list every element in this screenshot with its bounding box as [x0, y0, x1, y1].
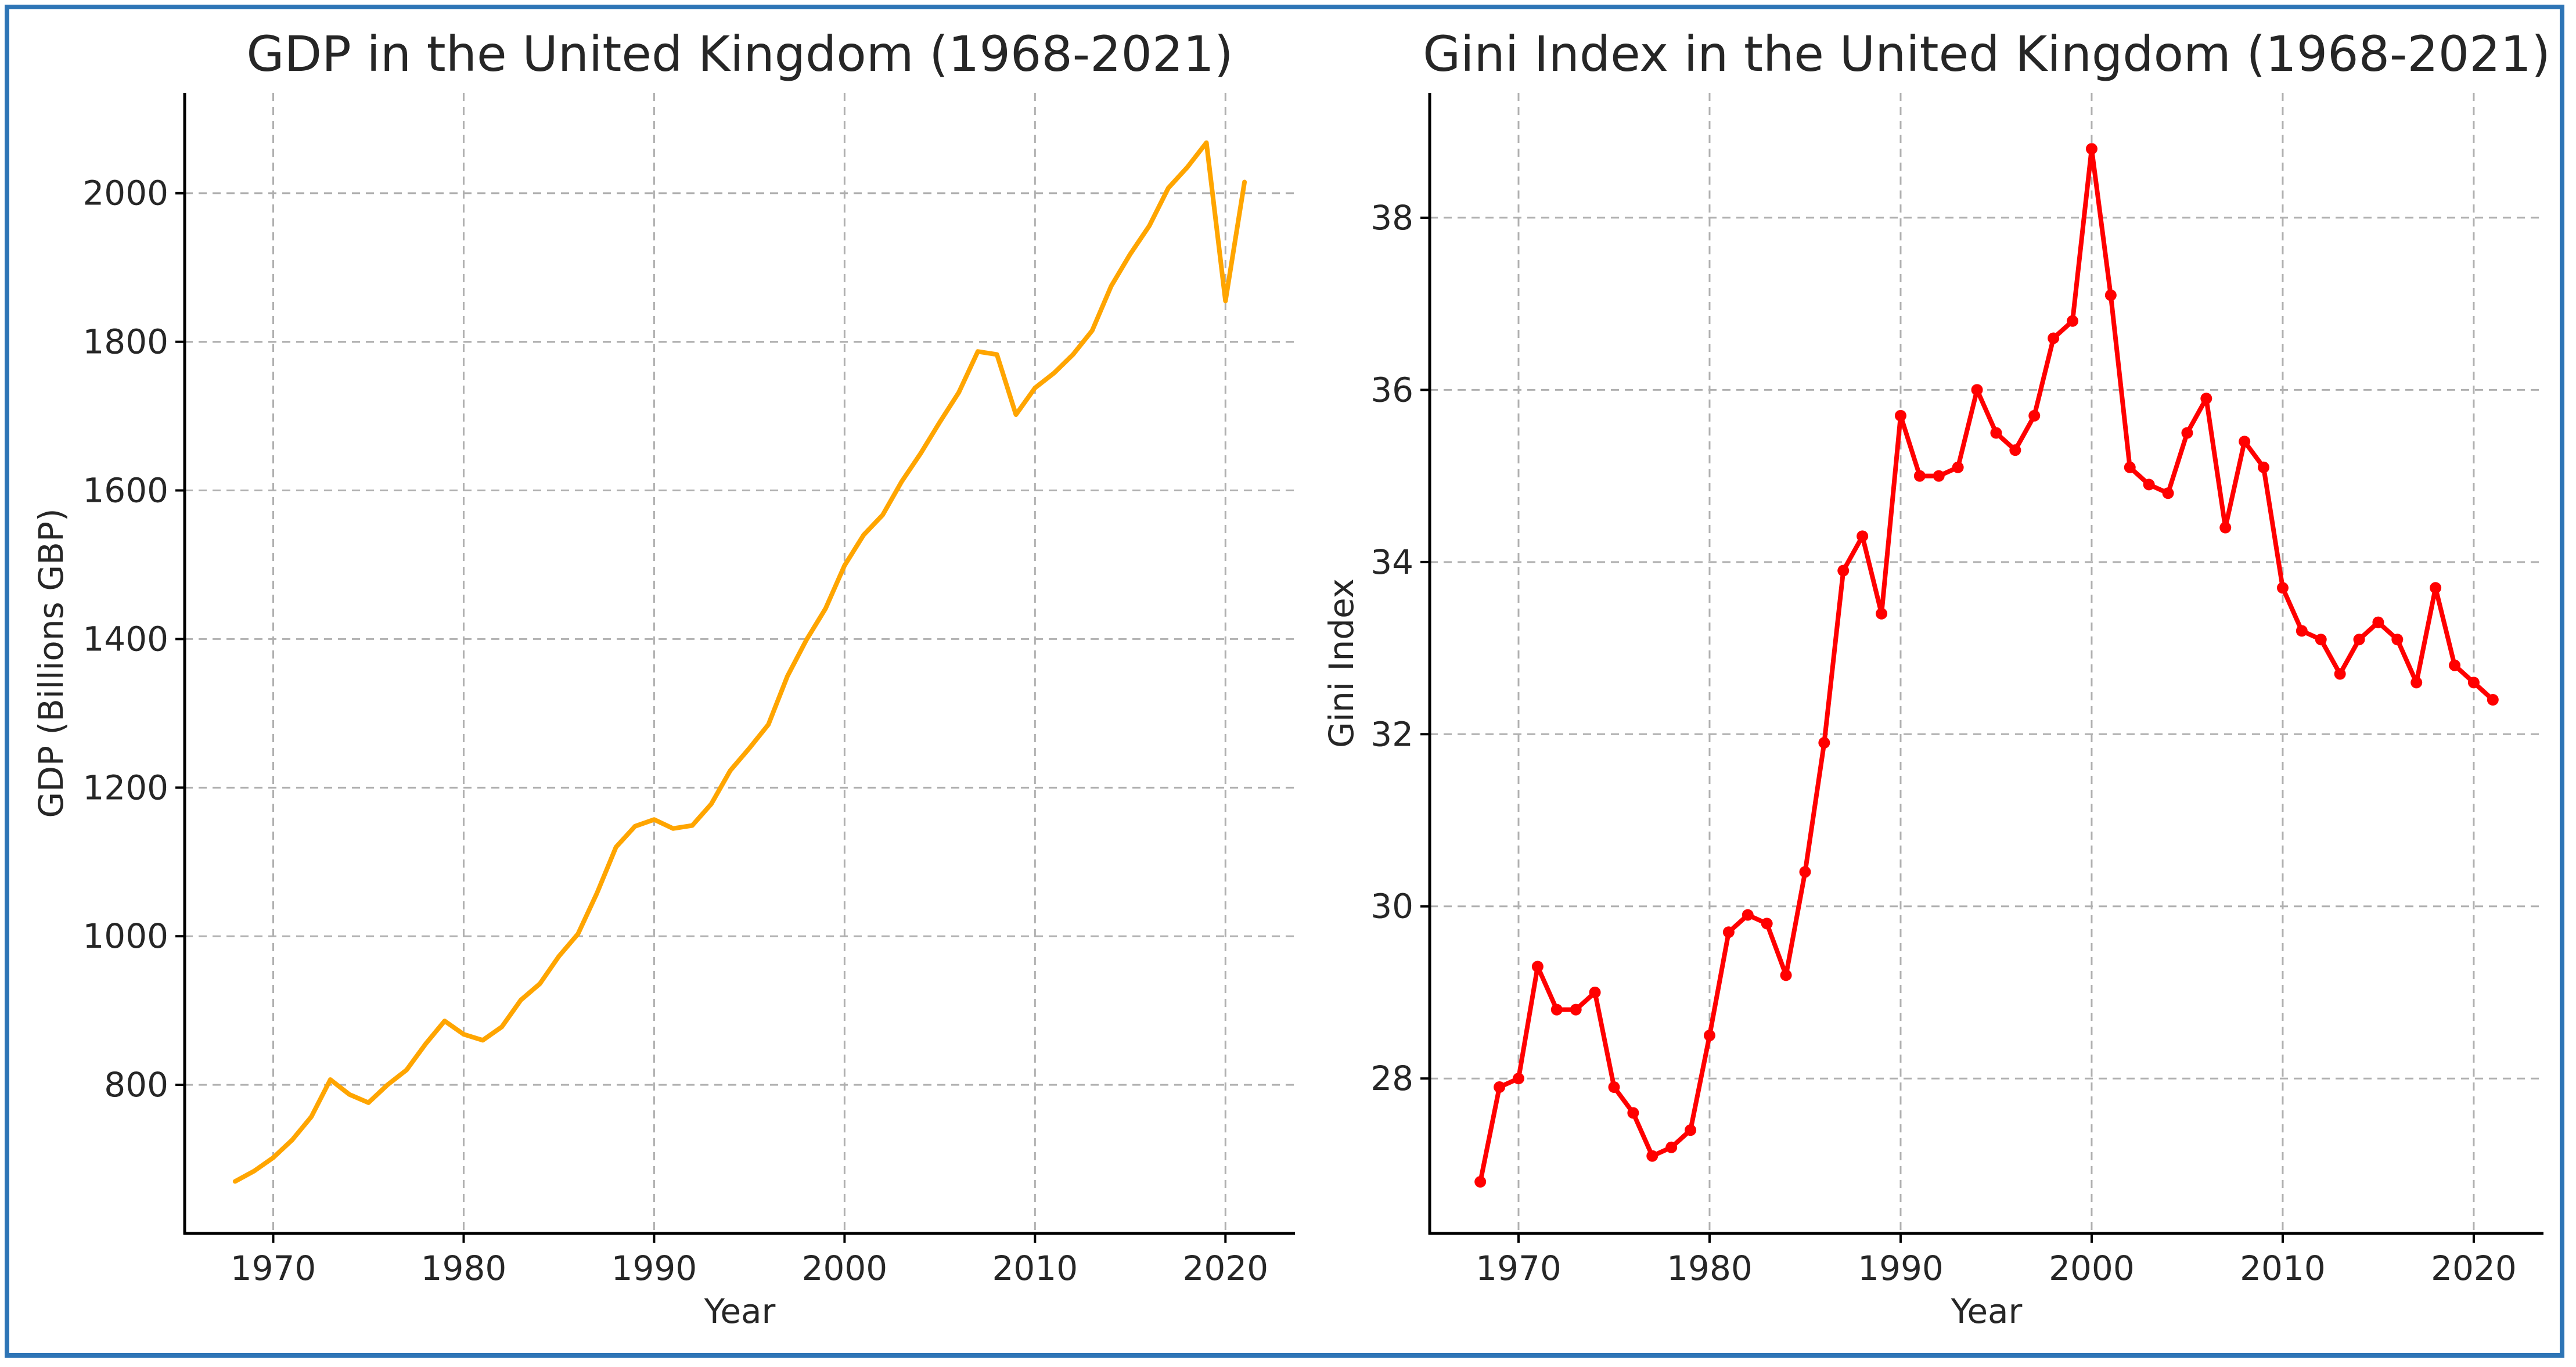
gdp-chart-title: GDP in the United Kingdom (1968-2021): [246, 26, 1233, 82]
figure-frame: [5, 5, 2564, 1358]
gini-data-point: [2162, 487, 2174, 499]
gini-x-tick-label: 1990: [1858, 1249, 1944, 1288]
gini-chart: 1970 1980 1990 2000 2010 2020 28 30 32 34 36 38 Gini…: [1322, 26, 2550, 1331]
gini-y-tick-label: 34: [1370, 542, 1413, 582]
gini-data-point: [1703, 1030, 1715, 1042]
gini-data-point: [1494, 1081, 1506, 1093]
gdp-x-tick-label: 1980: [421, 1249, 507, 1288]
gdp-y-tick-label: 1800: [82, 322, 168, 362]
gini-data-point: [1531, 961, 1544, 973]
gini-data-point: [1589, 986, 1601, 998]
gini-data-point: [2067, 315, 2079, 327]
gini-data-point: [1742, 909, 1754, 921]
gini-data-point: [2487, 693, 2499, 706]
gini-x-tick-label: 2020: [2431, 1249, 2517, 1288]
gini-data-point: [1646, 1150, 1658, 1162]
gini-data-point: [2028, 409, 2041, 422]
gini-y-tick-label: 36: [1370, 370, 1413, 409]
gini-data-point: [1818, 737, 1830, 749]
gini-x-tick-label: 1970: [1476, 1249, 1562, 1288]
gdp-x-tick-label: 1970: [231, 1249, 316, 1288]
gini-data-point: [1627, 1107, 1639, 1119]
gini-data-point: [1780, 969, 1792, 981]
gini-data-point: [2391, 634, 2404, 646]
gini-data-point: [1550, 1003, 1563, 1016]
gini-data-point: [1685, 1124, 1697, 1136]
gini-series-line: [1478, 146, 2495, 1185]
gdp-y-axis-label: GDP (Billions GBP): [31, 508, 71, 818]
gini-data-point: [1474, 1176, 1487, 1188]
gini-data-point: [2143, 479, 2155, 491]
gini-data-point: [1665, 1141, 1678, 1153]
gini-data-point: [2181, 427, 2193, 439]
gini-data-point: [2239, 436, 2251, 448]
gini-data-point: [1933, 470, 1945, 482]
gdp-y-tick-label: 1600: [82, 471, 168, 510]
gini-data-point: [1876, 607, 1888, 620]
gini-data-point: [1608, 1081, 1620, 1093]
gini-y-tick-label: 28: [1370, 1059, 1413, 1098]
gdp-x-tick-label: 1990: [611, 1249, 697, 1288]
gini-data-point: [1952, 461, 1964, 473]
gdp-y-tick-label: 800: [104, 1065, 168, 1105]
gini-data-point: [2124, 461, 2136, 473]
gini-data-point: [1913, 470, 1926, 482]
gdp-x-tick-label: 2020: [1182, 1249, 1268, 1288]
gini-y-tick-label: 38: [1370, 198, 1413, 238]
gini-data-point: [2200, 393, 2212, 405]
gini-data-point: [1570, 1003, 1582, 1016]
gdp-series-line: [232, 140, 1247, 1184]
gdp-x-axis-label: Year: [704, 1292, 776, 1331]
gini-data-point: [1799, 866, 1811, 878]
gini-y-tick-label: 32: [1370, 714, 1413, 754]
gdp-y-tick-label: 1000: [82, 916, 168, 956]
gini-data-point: [2048, 332, 2060, 344]
gini-data-point: [2276, 582, 2289, 594]
gdp-y-tick-label: 2000: [82, 174, 168, 213]
gini-chart-title: Gini Index in the United Kingdom (1968-2…: [1423, 26, 2550, 82]
gini-data-point: [2430, 582, 2442, 594]
gini-data-point: [2410, 677, 2423, 689]
gini-x-tick-label: 2000: [2049, 1249, 2135, 1288]
gini-data-point: [2334, 668, 2346, 680]
gini-data-point: [2467, 677, 2480, 689]
gini-data-point: [2219, 521, 2232, 534]
gini-data-point: [2258, 461, 2270, 473]
gdp-x-tick-label: 2000: [802, 1249, 888, 1288]
gini-data-point: [2085, 143, 2098, 155]
gini-data-point: [1894, 409, 1906, 422]
gini-x-tick-label: 2010: [2240, 1249, 2326, 1288]
gini-data-point: [2315, 634, 2327, 646]
gini-data-point: [1722, 926, 1735, 938]
gini-data-point: [2104, 289, 2117, 301]
gdp-y-tick-label: 1200: [82, 768, 168, 807]
gdp-x-tick-label: 2010: [992, 1249, 1078, 1288]
gini-data-point: [1971, 384, 1983, 396]
gini-data-point: [1857, 530, 1869, 542]
gini-data-point: [2353, 634, 2365, 646]
gini-y-axis-label: Gini Index: [1322, 578, 1361, 748]
gini-data-point: [2449, 659, 2461, 671]
gini-data-point: [2372, 616, 2384, 628]
gdp-y-tick-label: 1400: [82, 619, 168, 659]
gini-y-tick-label: 30: [1370, 887, 1413, 926]
gini-data-point: [1512, 1073, 1524, 1085]
gini-data-point: [1761, 918, 1773, 930]
gini-data-point: [2009, 444, 2021, 456]
gini-data-point: [1990, 427, 2002, 439]
gini-x-axis-label: Year: [1951, 1292, 2023, 1331]
gdp-chart: 1970 1980 1990 2000 2010 2020 800 1000 1200 1400 1…: [31, 26, 1295, 1331]
gini-data-point: [1837, 564, 1850, 577]
gini-x-tick-label: 1980: [1667, 1249, 1753, 1288]
gini-data-point: [2296, 625, 2308, 637]
